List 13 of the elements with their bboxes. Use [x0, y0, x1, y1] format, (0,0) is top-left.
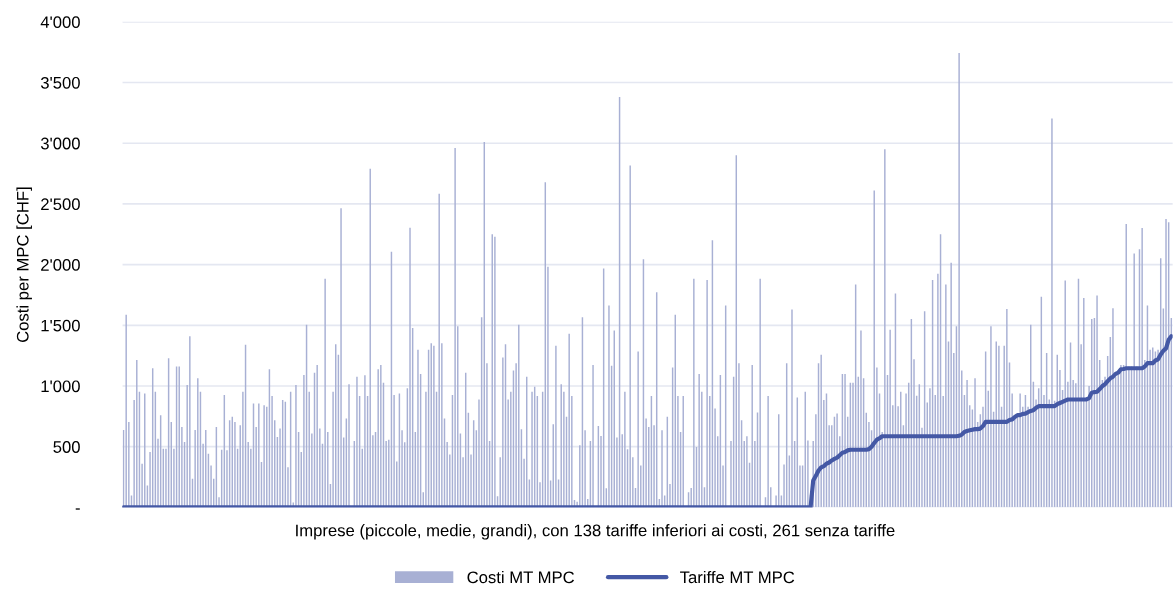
y-tick-label: 1'500 — [41, 319, 80, 332]
y-tick-label: - — [75, 508, 80, 510]
y-tick-label: 1'000 — [41, 380, 80, 393]
y-tick-label: 2'000 — [41, 259, 80, 271]
y-axis-title: Costi per MPC [CHF] — [16, 187, 32, 343]
x-axis-title: Imprese (piccole, medie, grandi), con 138 tariffe inferiori ai costi, 261 senza tariffe — [296, 524, 895, 540]
y-tick-label: 3'500 — [40, 76, 80, 89]
y-tick-label: 4'000 — [40, 16, 80, 29]
legend-label: Tariffe MT MPC — [680, 570, 795, 584]
legend-label: Costi MT MPC — [467, 570, 575, 584]
y-tick-label: 2'500 — [41, 198, 80, 211]
y-tick-label: 3'000 — [40, 137, 80, 150]
y-tick-label: 500 — [53, 441, 80, 453]
